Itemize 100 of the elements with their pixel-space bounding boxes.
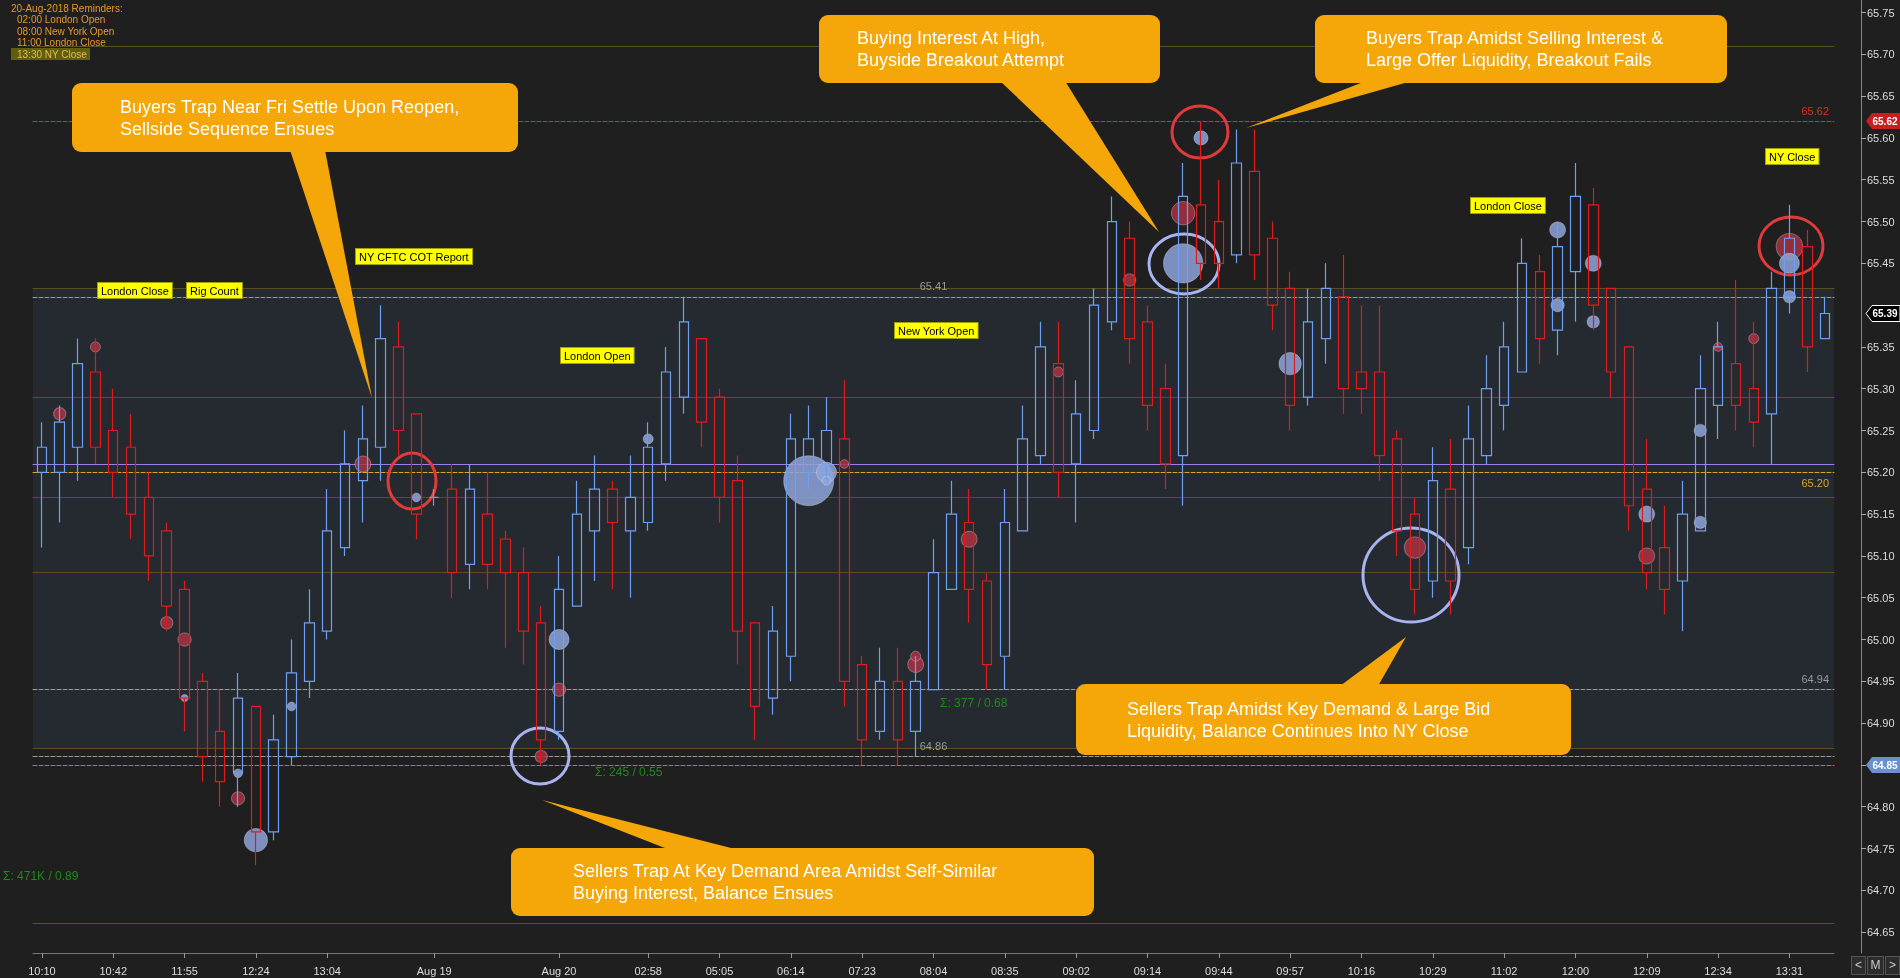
candlestick xyxy=(999,488,1011,691)
y-tick-label: 65.70 xyxy=(1867,48,1895,61)
candlestick xyxy=(214,689,226,808)
candlestick xyxy=(874,647,886,741)
annotation: Sellers Trap Amidst Key Demand & Large Bid Liquidity, Balance Continues Into NY Close xyxy=(1127,697,1492,742)
annotation: 08:00 New York Open xyxy=(17,25,115,37)
y-tick-label: 64.65 xyxy=(1867,926,1895,939)
candlestick xyxy=(107,388,119,498)
candlestick xyxy=(499,530,512,649)
candlestick xyxy=(1213,179,1225,290)
candlestick xyxy=(143,471,155,582)
text: 65.39 xyxy=(1872,308,1898,319)
annotation: Buyers Trap Near Fri Settle Upon Reopen, Sellside Sequence Ensues xyxy=(120,95,461,140)
x-tick-label: 08:04 xyxy=(919,964,948,977)
text: 64.85 xyxy=(1872,759,1898,771)
candlestick xyxy=(1034,321,1047,465)
candlestick xyxy=(36,421,48,549)
x-tick-label: 12:09 xyxy=(1633,964,1661,977)
text: 65.62 xyxy=(1872,115,1898,127)
candlestick xyxy=(1605,287,1617,398)
candlestick xyxy=(1284,271,1296,432)
candlestick xyxy=(1480,354,1493,465)
candlestick xyxy=(410,413,423,540)
x-tick-label: 13:31 xyxy=(1775,964,1804,977)
candlestick xyxy=(196,672,209,783)
candlestick xyxy=(1516,237,1528,373)
y-tick-label: 65.05 xyxy=(1867,591,1895,604)
candlestick xyxy=(1355,304,1368,415)
scroll-left-button: < xyxy=(1851,956,1866,975)
candlestick xyxy=(1391,429,1403,557)
y-tick-label: 64.90 xyxy=(1867,717,1895,730)
candlestick xyxy=(856,655,868,766)
candlestick xyxy=(1177,162,1189,507)
y-tick-label: 64.80 xyxy=(1867,800,1895,813)
candlestick xyxy=(1016,404,1029,532)
x-tick-label: 02:58 xyxy=(634,964,662,977)
candlestick xyxy=(160,521,173,632)
candlestick xyxy=(1123,220,1136,365)
x-tick-label: Aug 20 xyxy=(541,964,577,977)
y-tick-label: 65.30 xyxy=(1867,382,1895,395)
annotation: 11:00 London Close xyxy=(17,36,107,48)
candlestick xyxy=(481,471,494,590)
annotation: Σ: 245 / 0.55 xyxy=(595,765,663,779)
y-tick-label: 65.45 xyxy=(1867,257,1895,270)
candlestick xyxy=(1587,187,1600,331)
y-tick-label: 64.75 xyxy=(1867,842,1895,855)
candlestick xyxy=(981,572,993,691)
x-tick-label: 12:34 xyxy=(1704,964,1732,977)
x-tick-label: 11:55 xyxy=(171,964,198,977)
candlestick xyxy=(785,413,797,682)
candlestick xyxy=(660,346,672,482)
x-tick-label: 12:00 xyxy=(1561,964,1590,977)
candlestick xyxy=(1320,262,1332,365)
candlestick xyxy=(1409,496,1421,616)
ref-line-label: 65.20 xyxy=(1801,476,1829,489)
candlestick xyxy=(678,296,690,415)
x-tick-label: Aug 19 xyxy=(416,964,452,977)
candlestick xyxy=(1230,128,1243,264)
candlestick xyxy=(892,647,904,766)
candlestick xyxy=(250,705,262,866)
candlestick xyxy=(428,488,440,507)
y-tick-label: 65.65 xyxy=(1867,90,1895,103)
candlestick xyxy=(642,421,654,532)
candlestick xyxy=(464,463,476,590)
candlestick xyxy=(1373,304,1386,482)
candlestick xyxy=(1623,346,1635,532)
candlestick xyxy=(1534,254,1546,365)
x-tick-label: 10:16 xyxy=(1347,964,1376,977)
x-tick-label: 08:35 xyxy=(991,964,1019,977)
letter-m-button: M xyxy=(1867,956,1884,975)
x-tick-label: 12:24 xyxy=(242,964,270,977)
candlestick xyxy=(535,605,547,766)
ref-line-label: 64.94 xyxy=(1801,673,1829,686)
annotation: London Close xyxy=(1474,199,1542,212)
candlestick xyxy=(1730,279,1742,432)
annotation: Sellers Trap At Key Demand Area Amidst Self-Similar Buying Interest, Balance Ensues xyxy=(573,860,999,904)
y-tick-label: 65.15 xyxy=(1867,508,1895,521)
candlestick xyxy=(927,538,940,691)
candlestick xyxy=(1569,162,1582,323)
candlestick xyxy=(695,337,708,448)
ref-line-label: 65.62 xyxy=(1801,104,1829,117)
candlestick xyxy=(517,546,530,666)
candlestick xyxy=(374,304,387,482)
candlestick xyxy=(1462,404,1475,565)
annotation: Σ: 471K / 0.89 xyxy=(3,869,79,883)
x-tick-label: 09:14 xyxy=(1133,964,1162,977)
x-tick-label: 10:29 xyxy=(1419,964,1447,977)
candlestick xyxy=(1444,438,1457,616)
candlestick xyxy=(749,622,761,741)
candlestick xyxy=(1070,379,1082,524)
scroll-right-button: > xyxy=(1885,956,1900,975)
annotation: New York Open xyxy=(898,324,975,337)
candlestick xyxy=(588,455,601,582)
candlestick xyxy=(945,480,958,590)
candlestick xyxy=(285,638,298,766)
candlestick xyxy=(1658,505,1671,616)
candlestick xyxy=(1052,321,1065,498)
candlestick xyxy=(446,463,458,599)
y-tick-label: 65.35 xyxy=(1867,340,1895,353)
y-tick-label: 65.50 xyxy=(1867,215,1895,228)
